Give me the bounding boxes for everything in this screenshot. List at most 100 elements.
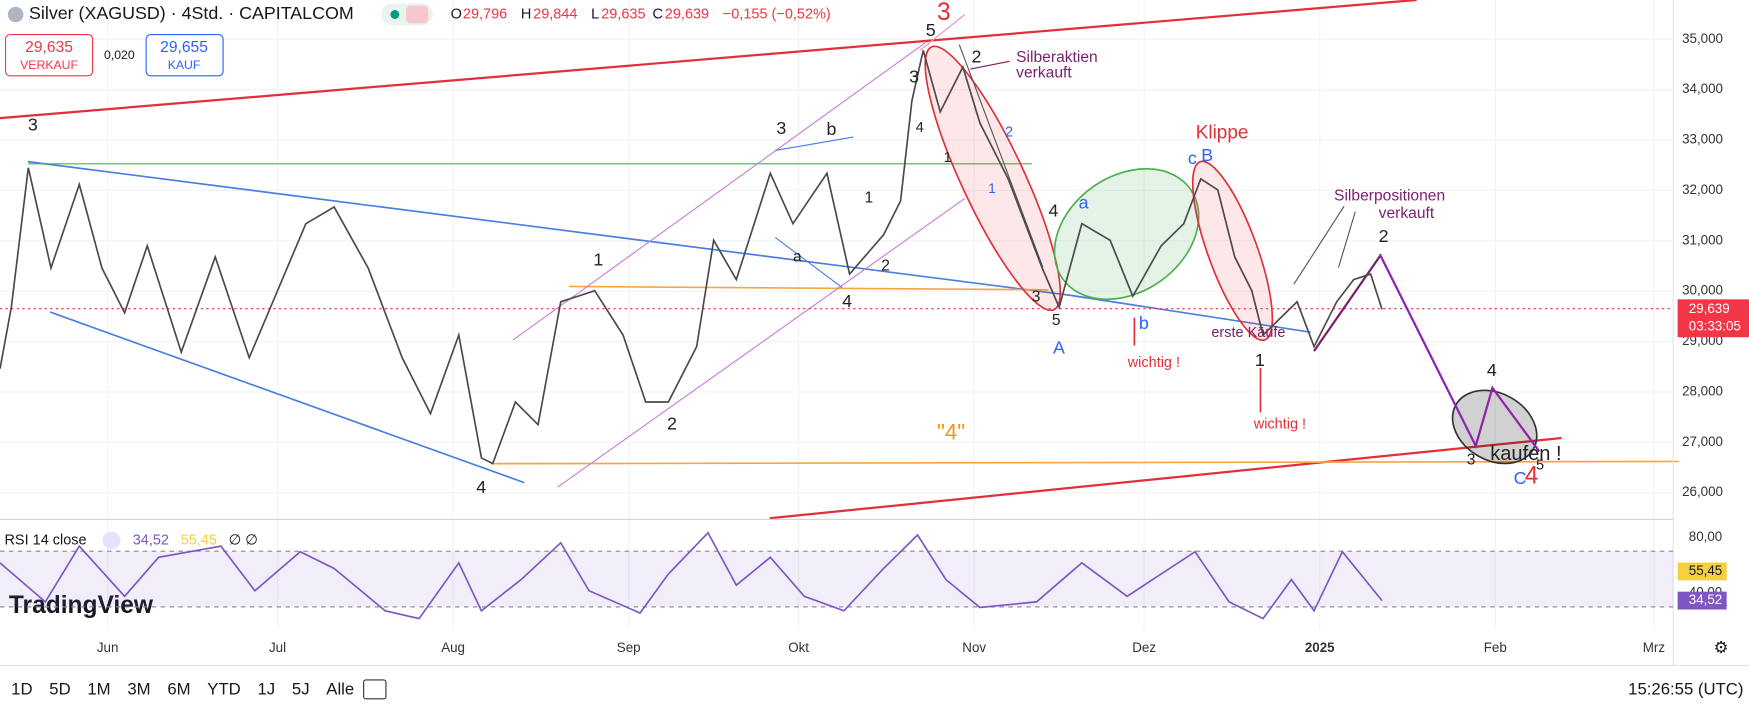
annotations: 3 5 3 2 Silberaktien verkauft 3 4 1 2 1 … (28, 0, 1562, 497)
rsi-hidden: ∅ ∅ (229, 532, 258, 548)
x-tick-label: Feb (1484, 640, 1507, 655)
y-tick-label: 28,000 (1682, 383, 1723, 398)
wave-label: 2 (972, 47, 982, 67)
wave-label: 5 (926, 20, 936, 40)
settings-icon[interactable]: ⚙ (1714, 638, 1729, 657)
x-tick-label: Nov (962, 640, 986, 655)
rsi-title: RSI 14 close (4, 532, 86, 548)
note: erste Käufe (1211, 325, 1285, 341)
clock: 15:26:55 (UTC) (1628, 679, 1743, 698)
y-tick-label: 30,000 (1682, 283, 1723, 298)
buy-button[interactable] (145, 33, 224, 77)
ohlc-label: C (653, 6, 663, 22)
logo: TradingView (9, 592, 154, 619)
rsi-value: 34,52 (133, 532, 169, 548)
ohlc-label: L (591, 6, 599, 22)
rsi-icon[interactable] (102, 531, 121, 550)
grid (0, 0, 1674, 630)
y-tick-label: 35,000 (1682, 31, 1723, 46)
y-tick-label: 31,000 (1682, 232, 1723, 247)
spread: 0,020 (104, 48, 135, 62)
wave-label: 5 (1536, 458, 1544, 474)
calendar-icon[interactable] (363, 679, 387, 700)
countdown: 03:33:05 (1689, 319, 1741, 334)
header: Silver (XAGUSD) · 4Std. · CAPITALCOM O 2… (5, 3, 831, 77)
note: Klippe (1196, 123, 1249, 144)
status-icon (406, 5, 429, 24)
price-line (0, 50, 1383, 465)
sell-button[interactable] (5, 33, 94, 77)
x-tick-label: Jun (97, 640, 119, 655)
x-tick-label: Okt (788, 640, 809, 655)
wave-label: 3 (28, 115, 38, 135)
status-dot (390, 10, 400, 19)
change: −0,155 (−0,52%) (723, 6, 831, 22)
y-tick-label: 32,000 (1682, 182, 1723, 197)
note: wichtig ! (1127, 355, 1180, 371)
range-button[interactable]: 6M (167, 679, 190, 698)
wave-label: A (1053, 338, 1065, 358)
range-button[interactable]: 1D (11, 679, 32, 698)
wave-label: 2 (881, 258, 890, 275)
toolbar: 1D 5D 1M 3M 6M YTD 1J 5J Alle (11, 679, 354, 698)
wave-label: 3 (909, 67, 919, 87)
ohlc-label: H (521, 6, 531, 22)
wave-label: a (793, 249, 802, 266)
wave-label: 1 (1255, 350, 1265, 370)
x-tick-label: 2025 (1305, 640, 1335, 655)
note: Silberaktien (1016, 49, 1098, 66)
ohlc-value: 29,635 (601, 6, 645, 22)
symbol-icon (7, 6, 24, 23)
rsi-ma-value: 55,45 (181, 532, 217, 548)
wave-label: 5 (1052, 312, 1061, 329)
x-tick-label: Jul (269, 640, 286, 655)
sell-price: 29,635 (25, 39, 73, 56)
note: "4" (937, 419, 965, 444)
buy-label: KAUF (168, 58, 201, 72)
note: verkauft (1016, 65, 1072, 82)
y-tick-label: 33,000 (1682, 132, 1723, 147)
x-tick-label: Mrz (1643, 640, 1666, 655)
wave-label: 4 (476, 477, 486, 497)
wave-label: 2 (1005, 124, 1013, 140)
wave-label: a (1079, 193, 1089, 213)
symbol: Silver (XAGUSD) · 4Std. · CAPITALCOM (29, 3, 354, 23)
range-button[interactable]: 3M (127, 679, 150, 698)
wave-label: 4 (916, 120, 924, 136)
wave-label: 4 (842, 291, 852, 311)
price-label: 29,639 (1689, 301, 1730, 316)
wave-label: 1 (864, 190, 873, 207)
range-button[interactable]: 5J (292, 679, 310, 698)
wave-label: 4 (1049, 200, 1059, 220)
rsi-value-box (1677, 562, 1727, 581)
ohlc-value: 29,639 (665, 6, 709, 22)
wave-label: b (1139, 313, 1149, 333)
wave-label: B (1201, 145, 1213, 165)
range-button[interactable]: 1M (87, 679, 110, 698)
wave-label: 1 (944, 150, 952, 166)
range-button[interactable]: YTD (207, 679, 240, 698)
y-tick-label: 27,000 (1682, 434, 1723, 449)
note: wichtig ! (1253, 416, 1306, 432)
x-tick-label: Aug (441, 640, 465, 655)
range-button[interactable]: Alle (326, 679, 354, 698)
wave-label: 1 (593, 250, 603, 270)
range-button[interactable]: 1J (257, 679, 275, 698)
rsi-axis-value: 34,52 (1689, 592, 1722, 607)
y-tick-label: 26,000 (1682, 484, 1723, 499)
wave-label: 3 (1467, 451, 1476, 468)
drawings (0, 0, 1679, 520)
note: verkauft (1379, 205, 1435, 222)
wave-label: 3 (776, 118, 786, 138)
ohlc-value: 29,844 (533, 6, 577, 22)
x-tick-label: Sep (617, 640, 641, 655)
wave-label: 2 (667, 413, 677, 433)
rsi-value-box (1677, 591, 1727, 610)
wave-label: 3 (937, 0, 951, 26)
rsi-line (0, 531, 1383, 620)
range-button[interactable]: 5D (49, 679, 70, 698)
wave-label: 3 (1032, 289, 1041, 306)
wave-label: 4 (1487, 360, 1497, 380)
rsi-band (0, 551, 1674, 607)
wave-label: 4 (1525, 463, 1539, 490)
